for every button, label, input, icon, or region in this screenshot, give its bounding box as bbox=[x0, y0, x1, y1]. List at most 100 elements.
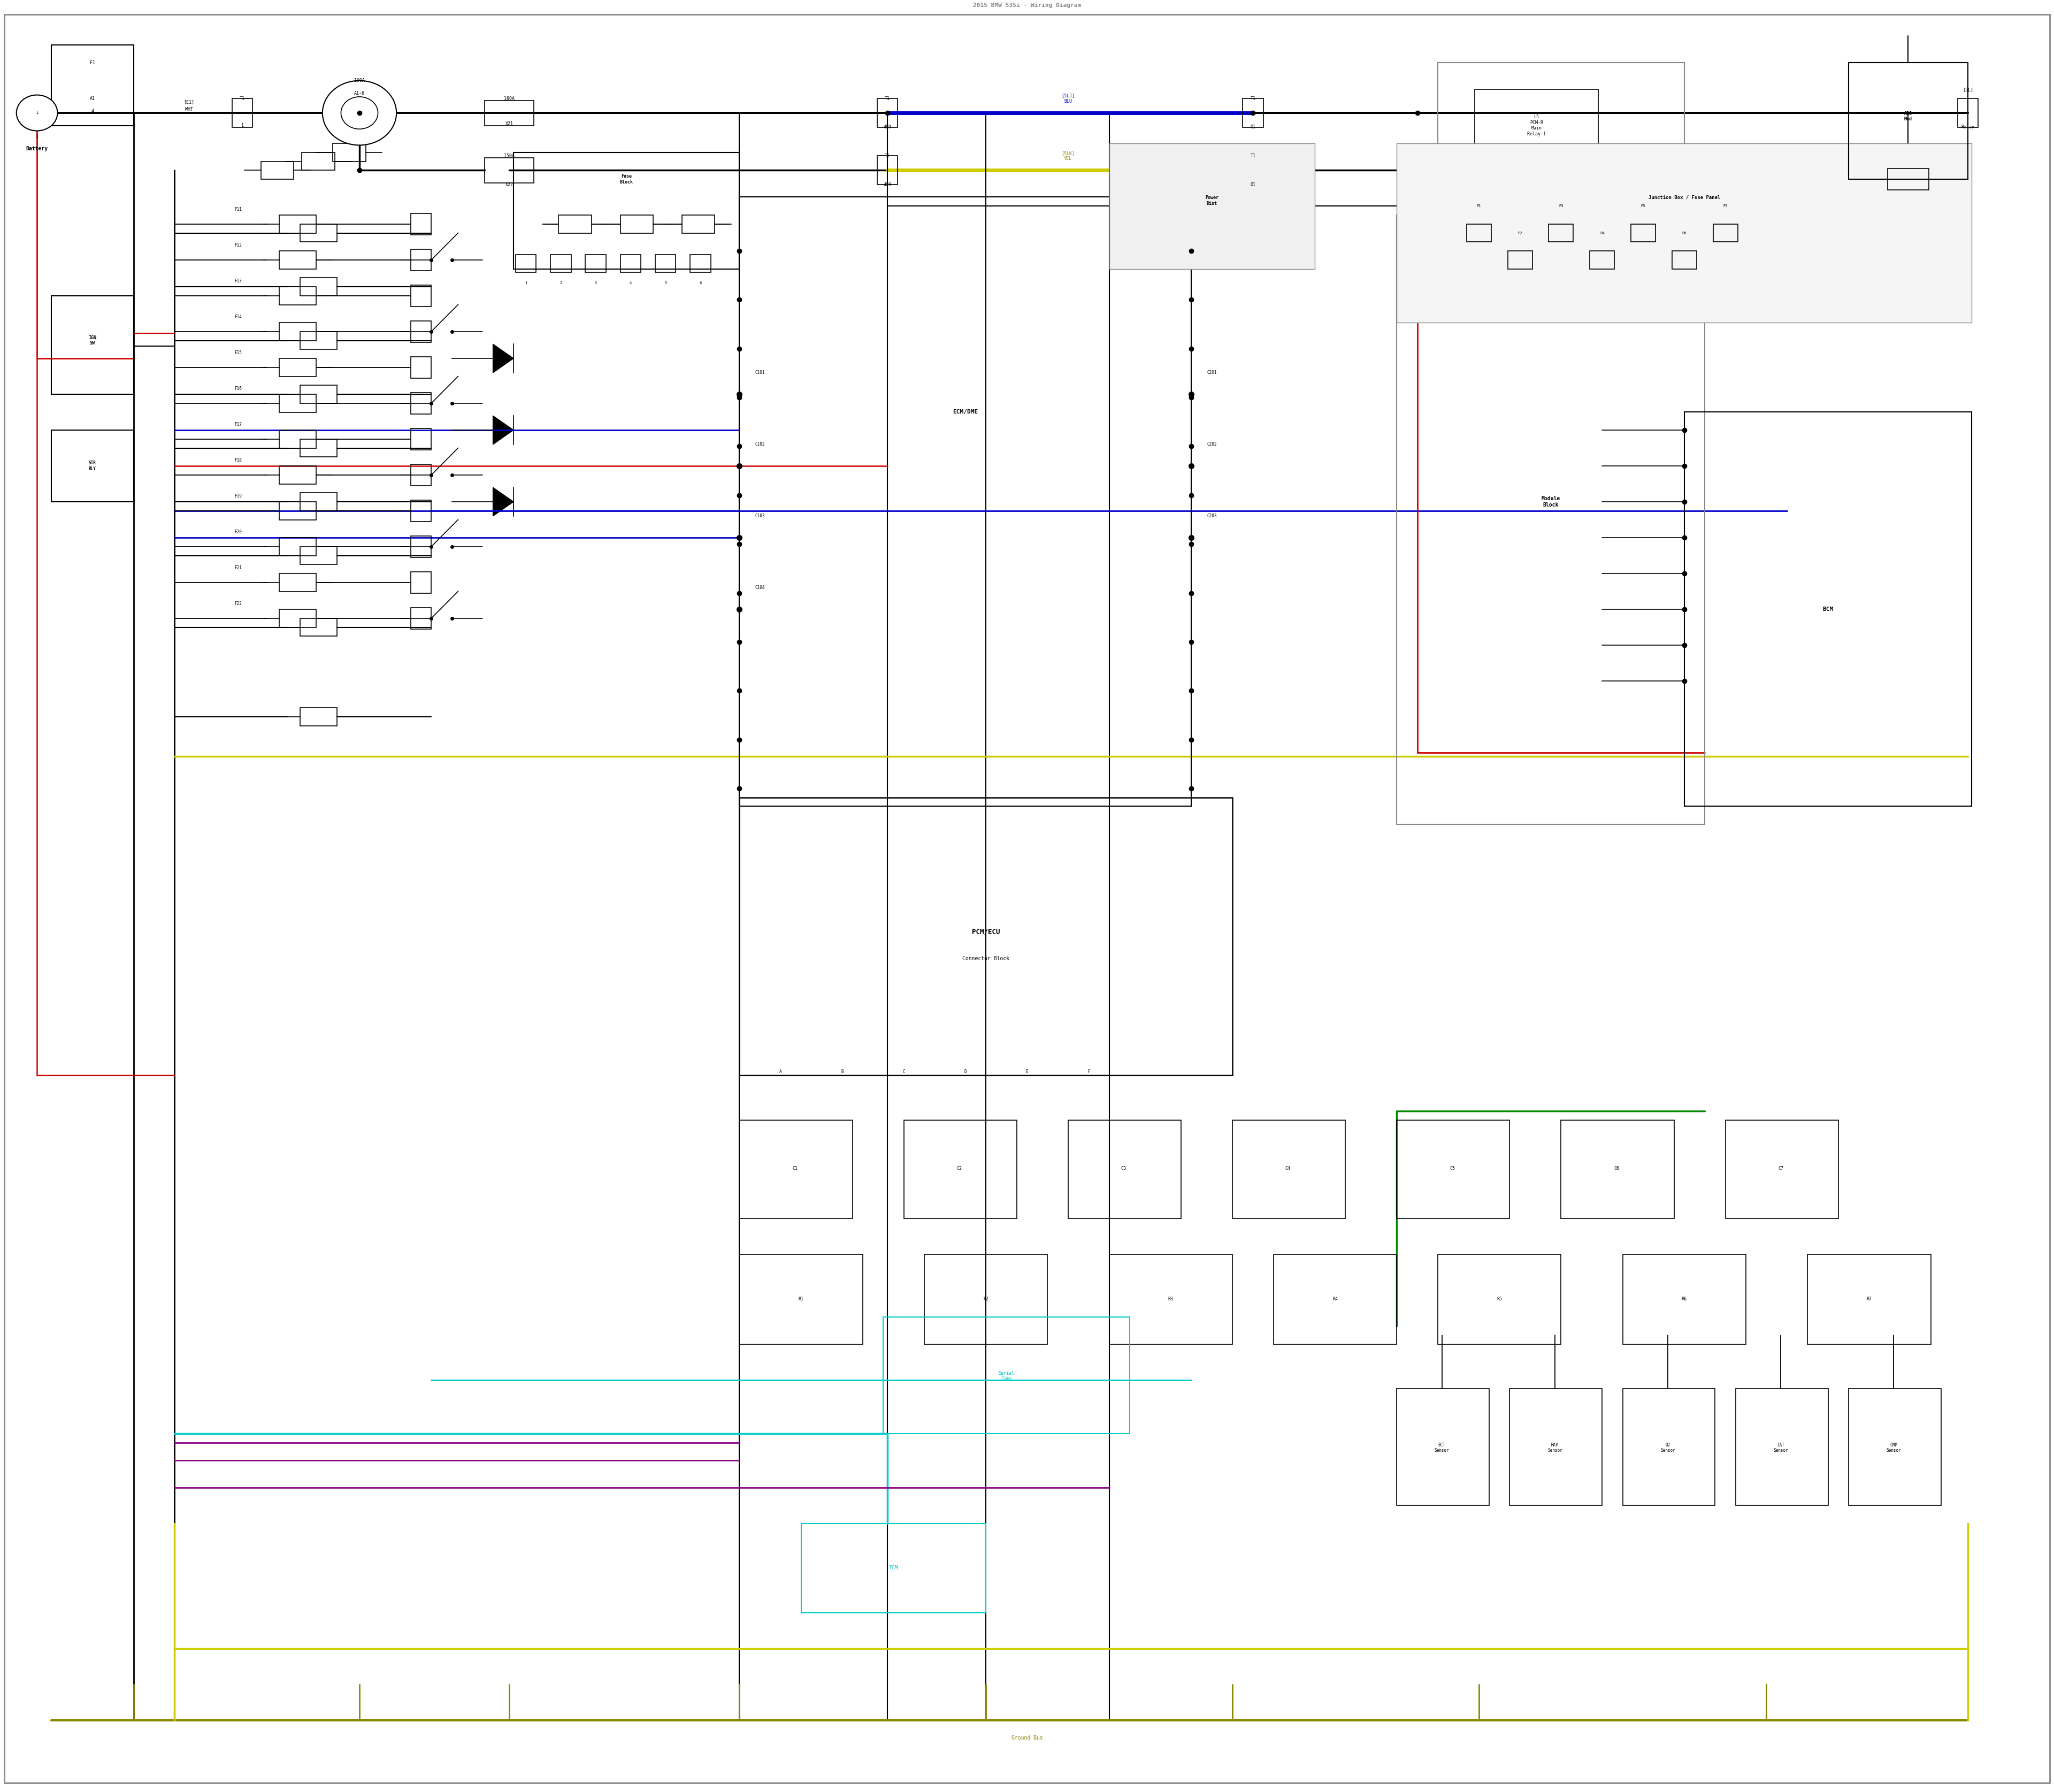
Bar bbox=[1672, 251, 1697, 269]
Text: 150A: 150A bbox=[503, 154, 516, 158]
Text: F: F bbox=[1087, 1070, 1091, 1073]
Text: C4: C4 bbox=[1286, 1167, 1290, 1170]
Bar bbox=[300, 278, 337, 296]
Bar bbox=[333, 143, 366, 161]
Bar bbox=[411, 249, 431, 271]
Text: F14: F14 bbox=[234, 315, 242, 319]
Text: Junction Box / Fuse Panel: Junction Box / Fuse Panel bbox=[1649, 195, 1719, 199]
Bar bbox=[411, 321, 431, 342]
Bar bbox=[1561, 1120, 1674, 1219]
Bar bbox=[1849, 1389, 1941, 1505]
Text: 5: 5 bbox=[663, 281, 668, 285]
Bar bbox=[279, 251, 316, 269]
Text: T1: T1 bbox=[240, 97, 244, 100]
Bar bbox=[739, 1120, 852, 1219]
Bar bbox=[1109, 143, 1315, 269]
Text: P7: P7 bbox=[1723, 204, 1727, 208]
Circle shape bbox=[341, 97, 378, 129]
Bar bbox=[739, 797, 1232, 1075]
Circle shape bbox=[322, 81, 396, 145]
Bar bbox=[1438, 1254, 1561, 1344]
Text: [5L]: [5L] bbox=[1962, 88, 1974, 91]
Bar bbox=[279, 609, 316, 627]
Text: R4: R4 bbox=[1333, 1297, 1337, 1301]
Bar bbox=[550, 254, 571, 272]
Bar bbox=[300, 618, 337, 636]
Text: P3: P3 bbox=[1559, 204, 1563, 208]
Bar bbox=[279, 502, 316, 520]
Text: WHT: WHT bbox=[185, 108, 193, 111]
Bar bbox=[1590, 251, 1614, 269]
Text: C102: C102 bbox=[756, 443, 764, 446]
Bar bbox=[411, 392, 431, 414]
Bar bbox=[1623, 1389, 1715, 1505]
Text: P1: P1 bbox=[1477, 204, 1481, 208]
Text: R5: R5 bbox=[1497, 1297, 1501, 1301]
Bar bbox=[1273, 1254, 1397, 1344]
Text: Ground Bus: Ground Bus bbox=[1011, 1736, 1043, 1740]
Text: ECT
Sensor: ECT Sensor bbox=[1434, 1443, 1450, 1453]
Bar bbox=[1888, 168, 1929, 190]
Text: Module
Block: Module Block bbox=[1540, 496, 1561, 507]
Bar bbox=[1684, 412, 1972, 806]
Bar bbox=[559, 215, 592, 233]
Text: R3: R3 bbox=[1169, 1297, 1173, 1301]
Bar bbox=[1467, 224, 1491, 242]
Text: Connector Block: Connector Block bbox=[963, 957, 1009, 961]
Bar bbox=[300, 224, 337, 242]
Bar bbox=[1243, 156, 1263, 185]
Bar bbox=[300, 708, 337, 726]
Text: T1: T1 bbox=[885, 97, 889, 100]
Text: F19: F19 bbox=[234, 495, 242, 498]
Bar bbox=[516, 254, 536, 272]
Bar bbox=[300, 547, 337, 564]
Bar bbox=[300, 493, 337, 511]
Text: C201: C201 bbox=[1208, 371, 1216, 375]
Bar bbox=[739, 197, 1191, 806]
Text: IGN
SW: IGN SW bbox=[88, 335, 97, 346]
Text: 4: 4 bbox=[629, 281, 633, 285]
Bar bbox=[620, 215, 653, 233]
Text: P2: P2 bbox=[1518, 231, 1522, 235]
Text: F13: F13 bbox=[234, 280, 242, 283]
Bar bbox=[655, 254, 676, 272]
Bar bbox=[1397, 215, 1705, 824]
Text: CMP
Sensor: CMP Sensor bbox=[1886, 1443, 1902, 1453]
Bar bbox=[411, 464, 431, 486]
Text: BCM: BCM bbox=[1822, 607, 1834, 611]
Text: C104: C104 bbox=[756, 586, 764, 590]
Text: F16: F16 bbox=[234, 387, 242, 391]
Text: 1: 1 bbox=[524, 281, 528, 285]
Bar bbox=[411, 536, 431, 557]
Text: STR
RLY: STR RLY bbox=[88, 461, 97, 471]
Text: +: + bbox=[35, 111, 39, 115]
Bar bbox=[904, 1120, 1017, 1219]
Bar bbox=[300, 439, 337, 457]
Text: 6: 6 bbox=[698, 281, 702, 285]
Bar bbox=[1510, 1389, 1602, 1505]
Bar bbox=[682, 215, 715, 233]
Text: Power
Dist: Power Dist bbox=[1206, 195, 1218, 206]
Text: A1: A1 bbox=[90, 97, 94, 100]
Text: C2: C2 bbox=[957, 1167, 961, 1170]
Text: L5
PCM-R
Main
Relay 1: L5 PCM-R Main Relay 1 bbox=[1526, 115, 1547, 136]
Bar bbox=[1549, 224, 1573, 242]
Text: F18: F18 bbox=[234, 459, 242, 462]
Text: 100A: 100A bbox=[353, 79, 366, 82]
Bar bbox=[411, 285, 431, 306]
Bar bbox=[1232, 1120, 1345, 1219]
Text: A1-6: A1-6 bbox=[353, 91, 366, 95]
Text: R1: R1 bbox=[799, 1297, 803, 1301]
Text: 2015 BMW 535i - Wiring Diagram: 2015 BMW 535i - Wiring Diagram bbox=[974, 4, 1080, 7]
Bar bbox=[485, 158, 534, 183]
Bar bbox=[279, 466, 316, 484]
Bar bbox=[411, 213, 431, 235]
Bar bbox=[620, 254, 641, 272]
Text: F12: F12 bbox=[234, 244, 242, 247]
Bar bbox=[411, 500, 431, 521]
Text: C202: C202 bbox=[1208, 443, 1216, 446]
Text: C6: C6 bbox=[1614, 1167, 1619, 1170]
Bar bbox=[411, 428, 431, 450]
Text: R7: R7 bbox=[1867, 1297, 1871, 1301]
Bar bbox=[279, 573, 316, 591]
